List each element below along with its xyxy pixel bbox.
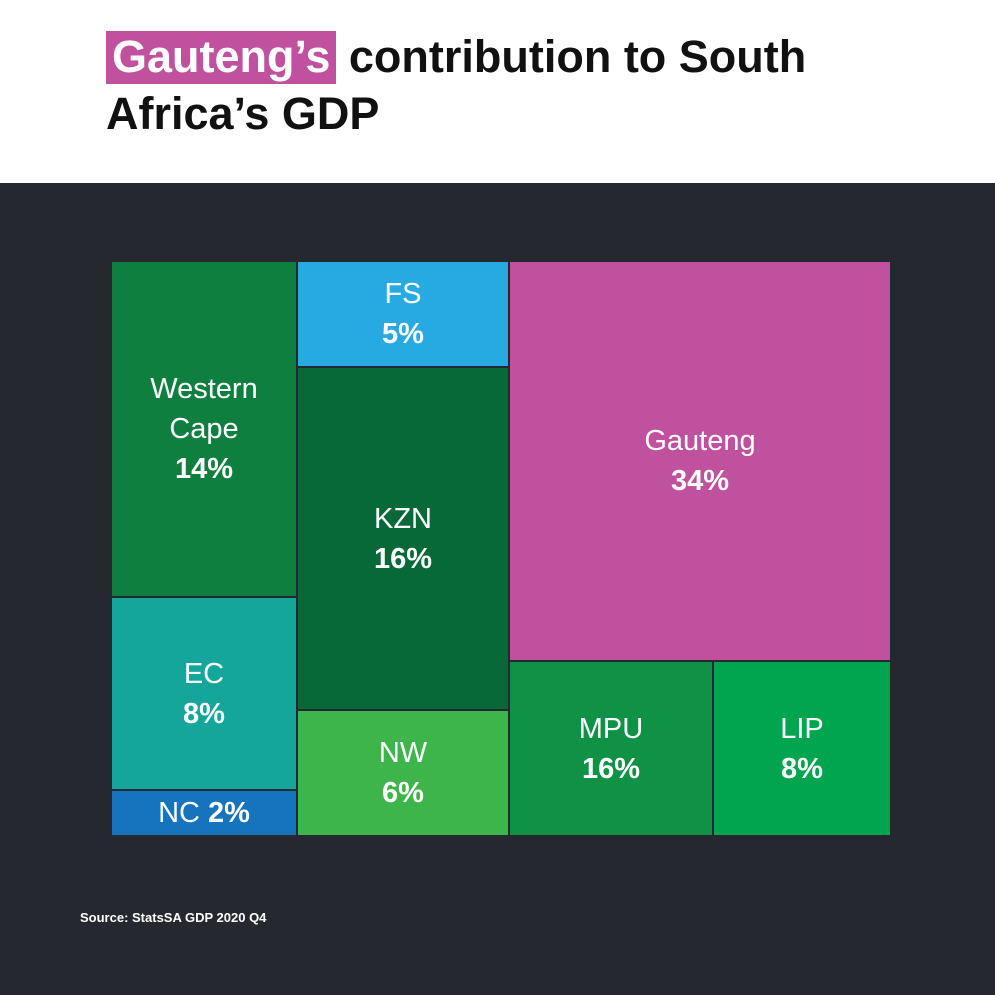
tile-value: 8% — [183, 697, 225, 730]
tile-ec: EC 8% — [110, 596, 298, 791]
tile-mpu: MPU 16% — [508, 660, 714, 837]
tile-label: NW — [378, 737, 428, 769]
tile-value: 14% — [174, 453, 234, 485]
tile-nw: NW 6% — [296, 709, 510, 837]
treemap: Western Cape 14% EC 8% NC 2% FS 5% KZN 1… — [110, 260, 892, 837]
title-highlight: Gauteng’s — [106, 31, 337, 84]
tile-value: 16% — [373, 542, 433, 575]
title-rest: contribution to South Africa’s GDP — [106, 31, 807, 139]
tile-value: 16% — [581, 752, 641, 785]
tile-fs: FS 5% — [296, 260, 510, 368]
source-note: Source: StatsSA GDP 2020 Q4 — [80, 910, 267, 925]
tile-label: NC — [158, 797, 200, 829]
tile-label: KZN — [374, 502, 432, 535]
tile-label: LIP — [780, 712, 824, 745]
tile-kzn: KZN 16% — [296, 366, 510, 711]
tile-label: MPU — [578, 712, 644, 745]
tile-label: EC — [183, 657, 225, 690]
tile-lip: LIP 8% — [712, 660, 892, 837]
tile-value: 6% — [382, 777, 424, 809]
tile-western-cape: Western Cape 14% — [110, 260, 298, 598]
tile-gauteng: Gauteng 34% — [508, 260, 892, 662]
tile-label: FS — [384, 278, 422, 310]
chart-panel: Western Cape 14% EC 8% NC 2% FS 5% KZN 1… — [0, 183, 995, 995]
tile-label: Western Cape — [150, 373, 258, 445]
tile-nc: NC 2% — [110, 789, 298, 837]
chart-title: Gauteng’s contribution to South Africa’s… — [106, 28, 866, 142]
tile-label: Gauteng — [644, 425, 756, 457]
tile-value: 2% — [207, 797, 250, 829]
tile-value: 34% — [670, 465, 730, 497]
tile-value: 5% — [382, 318, 424, 350]
tile-value: 8% — [781, 752, 823, 785]
